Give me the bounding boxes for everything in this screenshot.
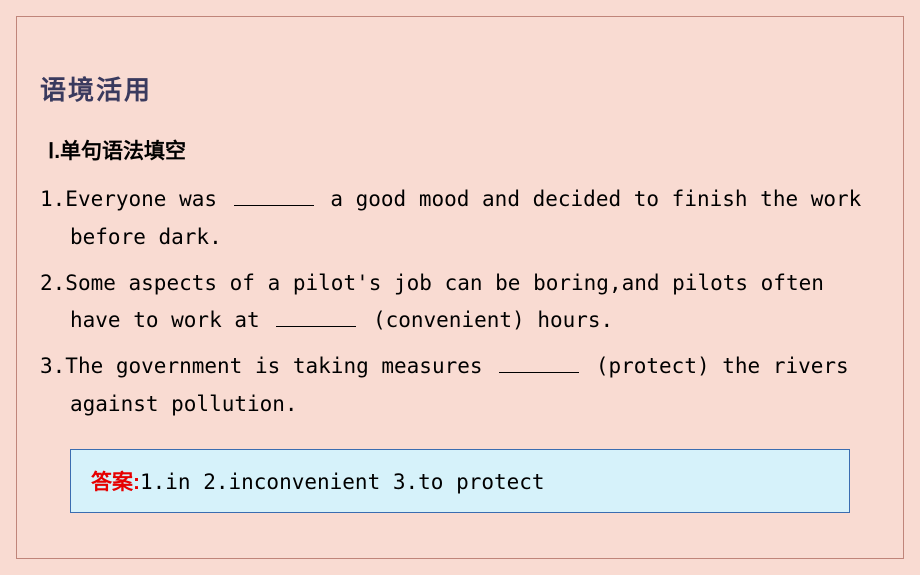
page-border <box>16 16 904 559</box>
